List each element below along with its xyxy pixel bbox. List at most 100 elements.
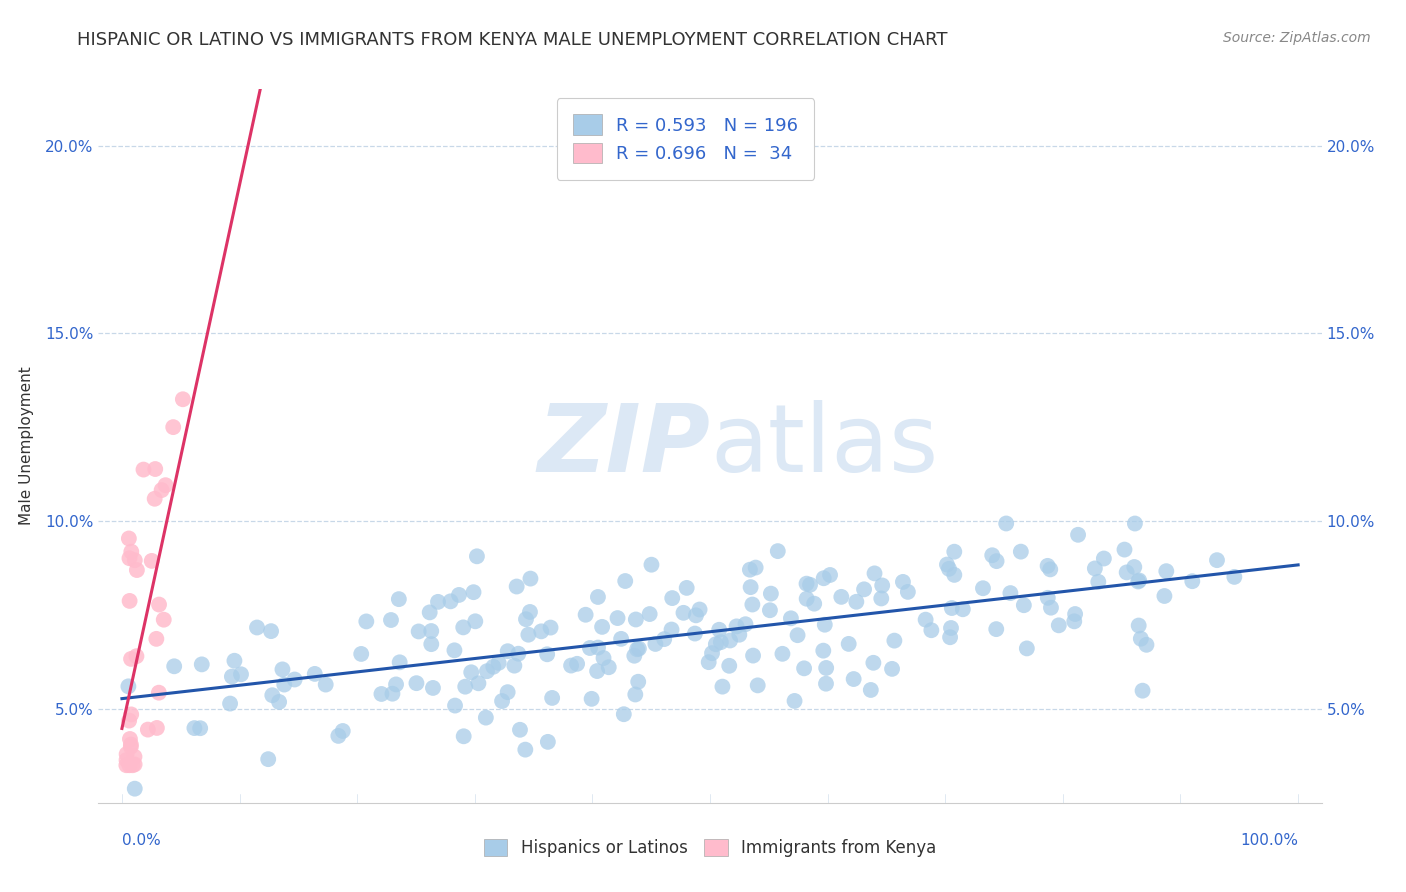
- Point: [565, 657, 588, 671]
- Point: [427, 595, 450, 609]
- Point: [793, 661, 815, 675]
- Point: [117, 679, 139, 693]
- Point: [465, 549, 488, 564]
- Point: [444, 698, 467, 713]
- Point: [269, 695, 291, 709]
- Point: [152, 613, 174, 627]
- Point: [120, 738, 142, 752]
- Point: [148, 686, 170, 700]
- Point: [842, 672, 865, 686]
- Point: [515, 742, 537, 756]
- Point: [575, 607, 598, 622]
- Point: [728, 628, 751, 642]
- Point: [1063, 615, 1085, 629]
- Point: [870, 578, 893, 592]
- Point: [405, 676, 427, 690]
- Point: [704, 637, 727, 651]
- Point: [257, 752, 280, 766]
- Point: [638, 607, 661, 621]
- Point: [586, 590, 609, 604]
- Point: [624, 688, 647, 702]
- Point: [579, 640, 602, 655]
- Point: [315, 677, 337, 691]
- Point: [503, 658, 526, 673]
- Point: [941, 601, 963, 615]
- Point: [536, 647, 558, 661]
- Point: [709, 623, 731, 637]
- Point: [124, 553, 146, 567]
- Y-axis label: Male Unemployment: Male Unemployment: [20, 367, 34, 525]
- Point: [943, 567, 966, 582]
- Point: [145, 632, 167, 646]
- Point: [537, 735, 560, 749]
- Point: [260, 624, 283, 639]
- Point: [1123, 560, 1146, 574]
- Point: [815, 661, 838, 675]
- Point: [120, 707, 142, 722]
- Point: [447, 588, 470, 602]
- Point: [891, 574, 914, 589]
- Point: [517, 628, 540, 642]
- Point: [853, 582, 876, 597]
- Point: [859, 683, 882, 698]
- Point: [191, 657, 214, 672]
- Point: [120, 739, 142, 754]
- Point: [1084, 561, 1107, 575]
- Point: [163, 659, 186, 673]
- Point: [581, 691, 603, 706]
- Point: [1015, 641, 1038, 656]
- Point: [219, 697, 242, 711]
- Text: HISPANIC OR LATINO VS IMMIGRANTS FROM KENYA MALE UNEMPLOYMENT CORRELATION CHART: HISPANIC OR LATINO VS IMMIGRANTS FROM KE…: [77, 31, 948, 49]
- Point: [229, 667, 252, 681]
- Point: [697, 655, 720, 669]
- Point: [509, 723, 531, 737]
- Point: [1156, 564, 1178, 578]
- Point: [1115, 566, 1137, 580]
- Point: [443, 643, 465, 657]
- Point: [475, 711, 498, 725]
- Point: [1067, 528, 1090, 542]
- Point: [592, 651, 614, 665]
- Point: [124, 749, 146, 764]
- Point: [496, 644, 519, 658]
- Point: [786, 628, 808, 642]
- Point: [744, 560, 766, 574]
- Point: [115, 758, 138, 772]
- Point: [467, 676, 489, 690]
- Point: [675, 581, 697, 595]
- Point: [380, 613, 402, 627]
- Legend: Hispanics or Latinos, Immigrants from Kenya: Hispanics or Latinos, Immigrants from Ke…: [475, 831, 945, 866]
- Point: [143, 462, 166, 476]
- Point: [505, 580, 527, 594]
- Point: [125, 649, 148, 664]
- Point: [606, 611, 628, 625]
- Point: [125, 563, 148, 577]
- Point: [350, 647, 373, 661]
- Point: [938, 562, 960, 576]
- Point: [624, 612, 647, 626]
- Point: [1114, 542, 1136, 557]
- Point: [1047, 618, 1070, 632]
- Point: [148, 598, 170, 612]
- Point: [356, 615, 378, 629]
- Point: [740, 580, 762, 594]
- Point: [1126, 574, 1149, 589]
- Point: [224, 654, 246, 668]
- Point: [370, 687, 392, 701]
- Point: [488, 656, 510, 670]
- Point: [591, 620, 613, 634]
- Point: [388, 592, 411, 607]
- Point: [838, 637, 860, 651]
- Point: [759, 587, 782, 601]
- Point: [388, 656, 411, 670]
- Point: [870, 591, 893, 606]
- Point: [598, 660, 620, 674]
- Point: [772, 647, 794, 661]
- Point: [914, 613, 936, 627]
- Point: [271, 662, 294, 676]
- Point: [796, 576, 818, 591]
- Point: [972, 581, 994, 595]
- Point: [862, 656, 884, 670]
- Point: [121, 758, 143, 772]
- Point: [939, 630, 962, 644]
